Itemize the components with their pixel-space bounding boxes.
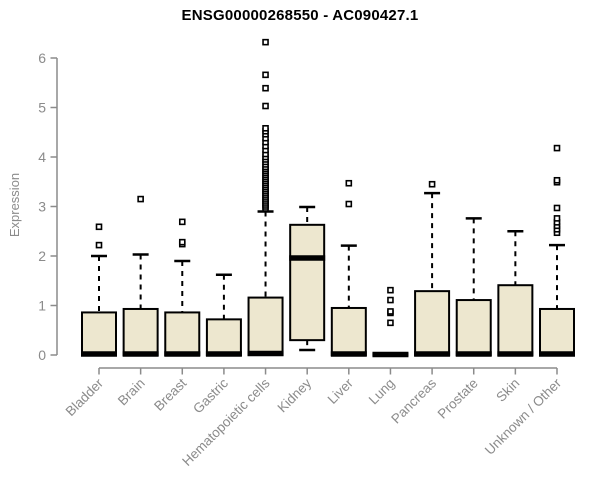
y-tick-label-1: 1 [38, 297, 46, 313]
x-tick-label-bladder: Bladder [63, 375, 107, 419]
box-gastric [205, 318, 242, 356]
x-tick-label-unknown-other: Unknown / Other [482, 375, 565, 458]
x-tick-label-skin: Skin [493, 376, 522, 405]
x-tick-label-pancreas: Pancreas [388, 375, 439, 426]
chart-title: ENSG00000268550 - AC090427.1 [181, 7, 419, 24]
y-axis-title: Expression [7, 172, 22, 238]
outlier-unknown-other-4 [553, 215, 561, 222]
outlier-hematopoietic-cells-34 [262, 102, 269, 110]
outlier-unknown-other-7 [553, 176, 561, 184]
box-prostate [455, 299, 492, 356]
outlier-hematopoietic-cells-37 [262, 38, 269, 46]
outlier-liver-0 [345, 200, 353, 208]
outlier-hematopoietic-cells-36 [262, 71, 269, 79]
outlier-brain-0 [137, 195, 144, 203]
box-kidney [289, 223, 326, 342]
box-hematopoietic-cells [247, 296, 284, 356]
y-tick-label-6: 6 [38, 50, 46, 66]
x-tick-label-lung: Lung [366, 376, 398, 408]
outlier-lung-0 [387, 319, 394, 327]
x-tick-label-breast: Breast [151, 375, 189, 413]
y-tick-label-3: 3 [38, 198, 46, 214]
x-tick-label-kidney: Kidney [275, 375, 315, 415]
outlier-breast-2 [178, 218, 186, 226]
outlier-bladder-1 [95, 223, 103, 231]
box-brain [122, 307, 159, 356]
outlier-breast-1 [178, 238, 186, 246]
outlier-lung-4 [387, 286, 394, 294]
outlier-hematopoietic-cells-33 [262, 124, 269, 132]
box-liver [330, 306, 367, 357]
box-pancreas [414, 290, 451, 356]
x-tick-label-brain: Brain [115, 376, 148, 409]
y-tick-label-0: 0 [38, 347, 46, 363]
box-breast [164, 311, 201, 356]
box-bladder [81, 311, 117, 356]
outlier-bladder-0 [95, 241, 103, 249]
box-unknown-other [539, 307, 575, 356]
x-tick-label-liver: Liver [325, 375, 357, 407]
outlier-pancreas-0 [428, 180, 436, 188]
outlier-lung-3 [387, 296, 394, 304]
outlier-hematopoietic-cells-35 [262, 84, 269, 92]
outlier-liver-1 [345, 179, 353, 187]
outlier-unknown-other-5 [553, 204, 561, 212]
box-skin [497, 284, 534, 356]
y-tick-label-5: 5 [38, 99, 46, 115]
y-tick-label-2: 2 [38, 248, 46, 264]
y-tick-label-4: 4 [38, 149, 46, 165]
x-tick-label-gastric: Gastric [190, 375, 231, 416]
outlier-lung-2 [387, 308, 394, 315]
outlier-unknown-other-8 [553, 144, 561, 152]
x-tick-label-prostate: Prostate [435, 376, 481, 422]
